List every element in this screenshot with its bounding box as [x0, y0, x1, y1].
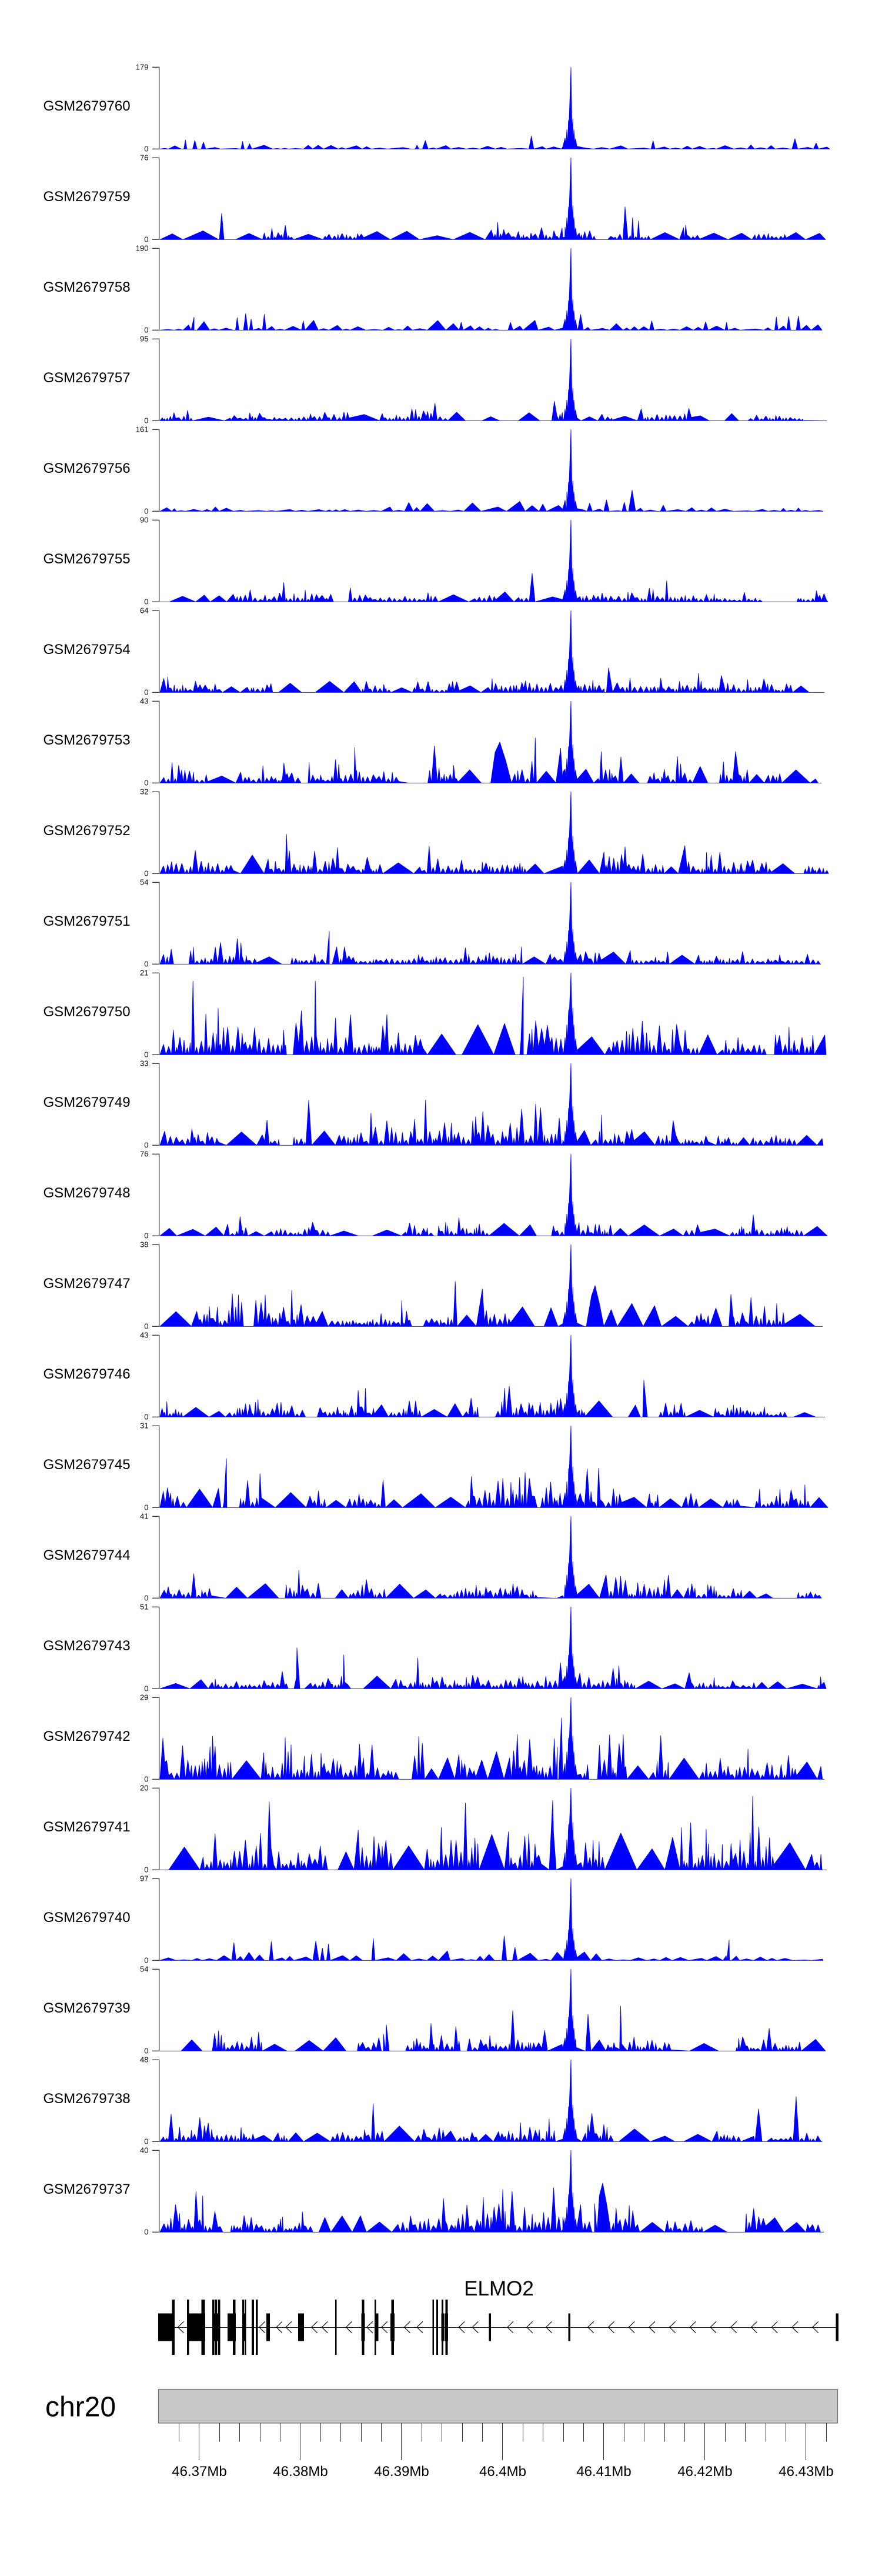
- svg-text:GSM2679760: GSM2679760: [44, 98, 131, 114]
- svg-text:GSM2679747: GSM2679747: [44, 1276, 131, 1292]
- svg-text:40: 40: [140, 2146, 148, 2155]
- svg-text:46.42Mb: 46.42Mb: [677, 2464, 732, 2480]
- svg-text:0: 0: [144, 2137, 148, 2146]
- svg-text:0: 0: [144, 688, 148, 697]
- svg-text:161: 161: [136, 425, 149, 434]
- svg-text:190: 190: [136, 244, 149, 253]
- svg-text:38: 38: [140, 1240, 148, 1249]
- svg-text:54: 54: [140, 878, 148, 887]
- svg-text:51: 51: [140, 1603, 148, 1611]
- svg-text:GSM2679755: GSM2679755: [44, 551, 131, 567]
- svg-text:29: 29: [140, 1693, 148, 1702]
- svg-text:0: 0: [144, 779, 148, 788]
- svg-text:33: 33: [140, 1059, 148, 1068]
- svg-text:GSM2679743: GSM2679743: [44, 1638, 131, 1654]
- svg-text:0: 0: [144, 2047, 148, 2056]
- svg-text:GSM2679738: GSM2679738: [44, 2091, 131, 2107]
- svg-text:46.37Mb: 46.37Mb: [172, 2464, 226, 2480]
- svg-text:ELMO2: ELMO2: [464, 2277, 534, 2300]
- svg-text:GSM2679752: GSM2679752: [44, 823, 131, 839]
- svg-text:0: 0: [144, 235, 148, 244]
- svg-text:0: 0: [144, 1050, 148, 1059]
- svg-text:chr20: chr20: [45, 2392, 116, 2423]
- svg-text:76: 76: [140, 1150, 148, 1159]
- svg-text:90: 90: [140, 516, 148, 525]
- svg-text:GSM2679739: GSM2679739: [44, 2000, 131, 2016]
- svg-text:95: 95: [140, 335, 148, 343]
- svg-text:179: 179: [136, 63, 149, 72]
- svg-text:43: 43: [140, 1331, 148, 1340]
- svg-text:GSM2679751: GSM2679751: [44, 913, 131, 929]
- svg-text:0: 0: [144, 326, 148, 335]
- svg-text:46.43Mb: 46.43Mb: [779, 2464, 833, 2480]
- svg-text:0: 0: [144, 869, 148, 878]
- svg-text:43: 43: [140, 697, 148, 706]
- svg-text:64: 64: [140, 606, 148, 615]
- svg-text:76: 76: [140, 154, 148, 162]
- svg-text:0: 0: [144, 1413, 148, 1422]
- svg-text:0: 0: [144, 1141, 148, 1150]
- svg-text:0: 0: [144, 1684, 148, 1693]
- svg-text:0: 0: [144, 598, 148, 606]
- svg-text:41: 41: [140, 1512, 148, 1521]
- svg-text:GSM2679740: GSM2679740: [44, 1910, 131, 1926]
- svg-text:GSM2679750: GSM2679750: [44, 1004, 131, 1020]
- svg-text:0: 0: [144, 1232, 148, 1240]
- svg-text:GSM2679749: GSM2679749: [44, 1095, 131, 1110]
- svg-text:GSM2679748: GSM2679748: [44, 1185, 131, 1201]
- svg-text:GSM2679746: GSM2679746: [44, 1366, 131, 1382]
- svg-text:46.38Mb: 46.38Mb: [273, 2464, 328, 2480]
- svg-text:20: 20: [140, 1784, 148, 1793]
- svg-text:GSM2679756: GSM2679756: [44, 461, 131, 476]
- svg-text:0: 0: [144, 1594, 148, 1603]
- svg-text:0: 0: [144, 1956, 148, 1965]
- svg-text:97: 97: [140, 1874, 148, 1883]
- svg-text:GSM2679737: GSM2679737: [44, 2181, 131, 2197]
- svg-text:48: 48: [140, 2056, 148, 2064]
- svg-text:GSM2679741: GSM2679741: [44, 1819, 131, 1835]
- svg-text:GSM2679757: GSM2679757: [44, 370, 131, 386]
- svg-text:54: 54: [140, 1965, 148, 1974]
- svg-text:0: 0: [144, 1866, 148, 1874]
- svg-text:0: 0: [144, 2228, 148, 2237]
- svg-text:0: 0: [144, 960, 148, 969]
- svg-text:GSM2679745: GSM2679745: [44, 1457, 131, 1473]
- svg-text:0: 0: [144, 1322, 148, 1331]
- svg-text:0: 0: [144, 1503, 148, 1512]
- svg-text:0: 0: [144, 507, 148, 516]
- svg-text:0: 0: [144, 1775, 148, 1784]
- svg-text:0: 0: [144, 145, 148, 154]
- svg-text:GSM2679742: GSM2679742: [44, 1729, 131, 1744]
- svg-text:GSM2679744: GSM2679744: [44, 1547, 131, 1563]
- svg-text:21: 21: [140, 969, 148, 977]
- svg-text:46.39Mb: 46.39Mb: [374, 2464, 429, 2480]
- svg-text:GSM2679753: GSM2679753: [44, 732, 131, 748]
- svg-text:31: 31: [140, 1422, 148, 1430]
- svg-text:GSM2679754: GSM2679754: [44, 642, 131, 658]
- svg-text:32: 32: [140, 788, 148, 796]
- svg-text:0: 0: [144, 416, 148, 425]
- svg-text:GSM2679758: GSM2679758: [44, 279, 131, 295]
- svg-text:46.4Mb: 46.4Mb: [479, 2464, 526, 2480]
- svg-text:46.41Mb: 46.41Mb: [576, 2464, 631, 2480]
- svg-text:GSM2679759: GSM2679759: [44, 189, 131, 205]
